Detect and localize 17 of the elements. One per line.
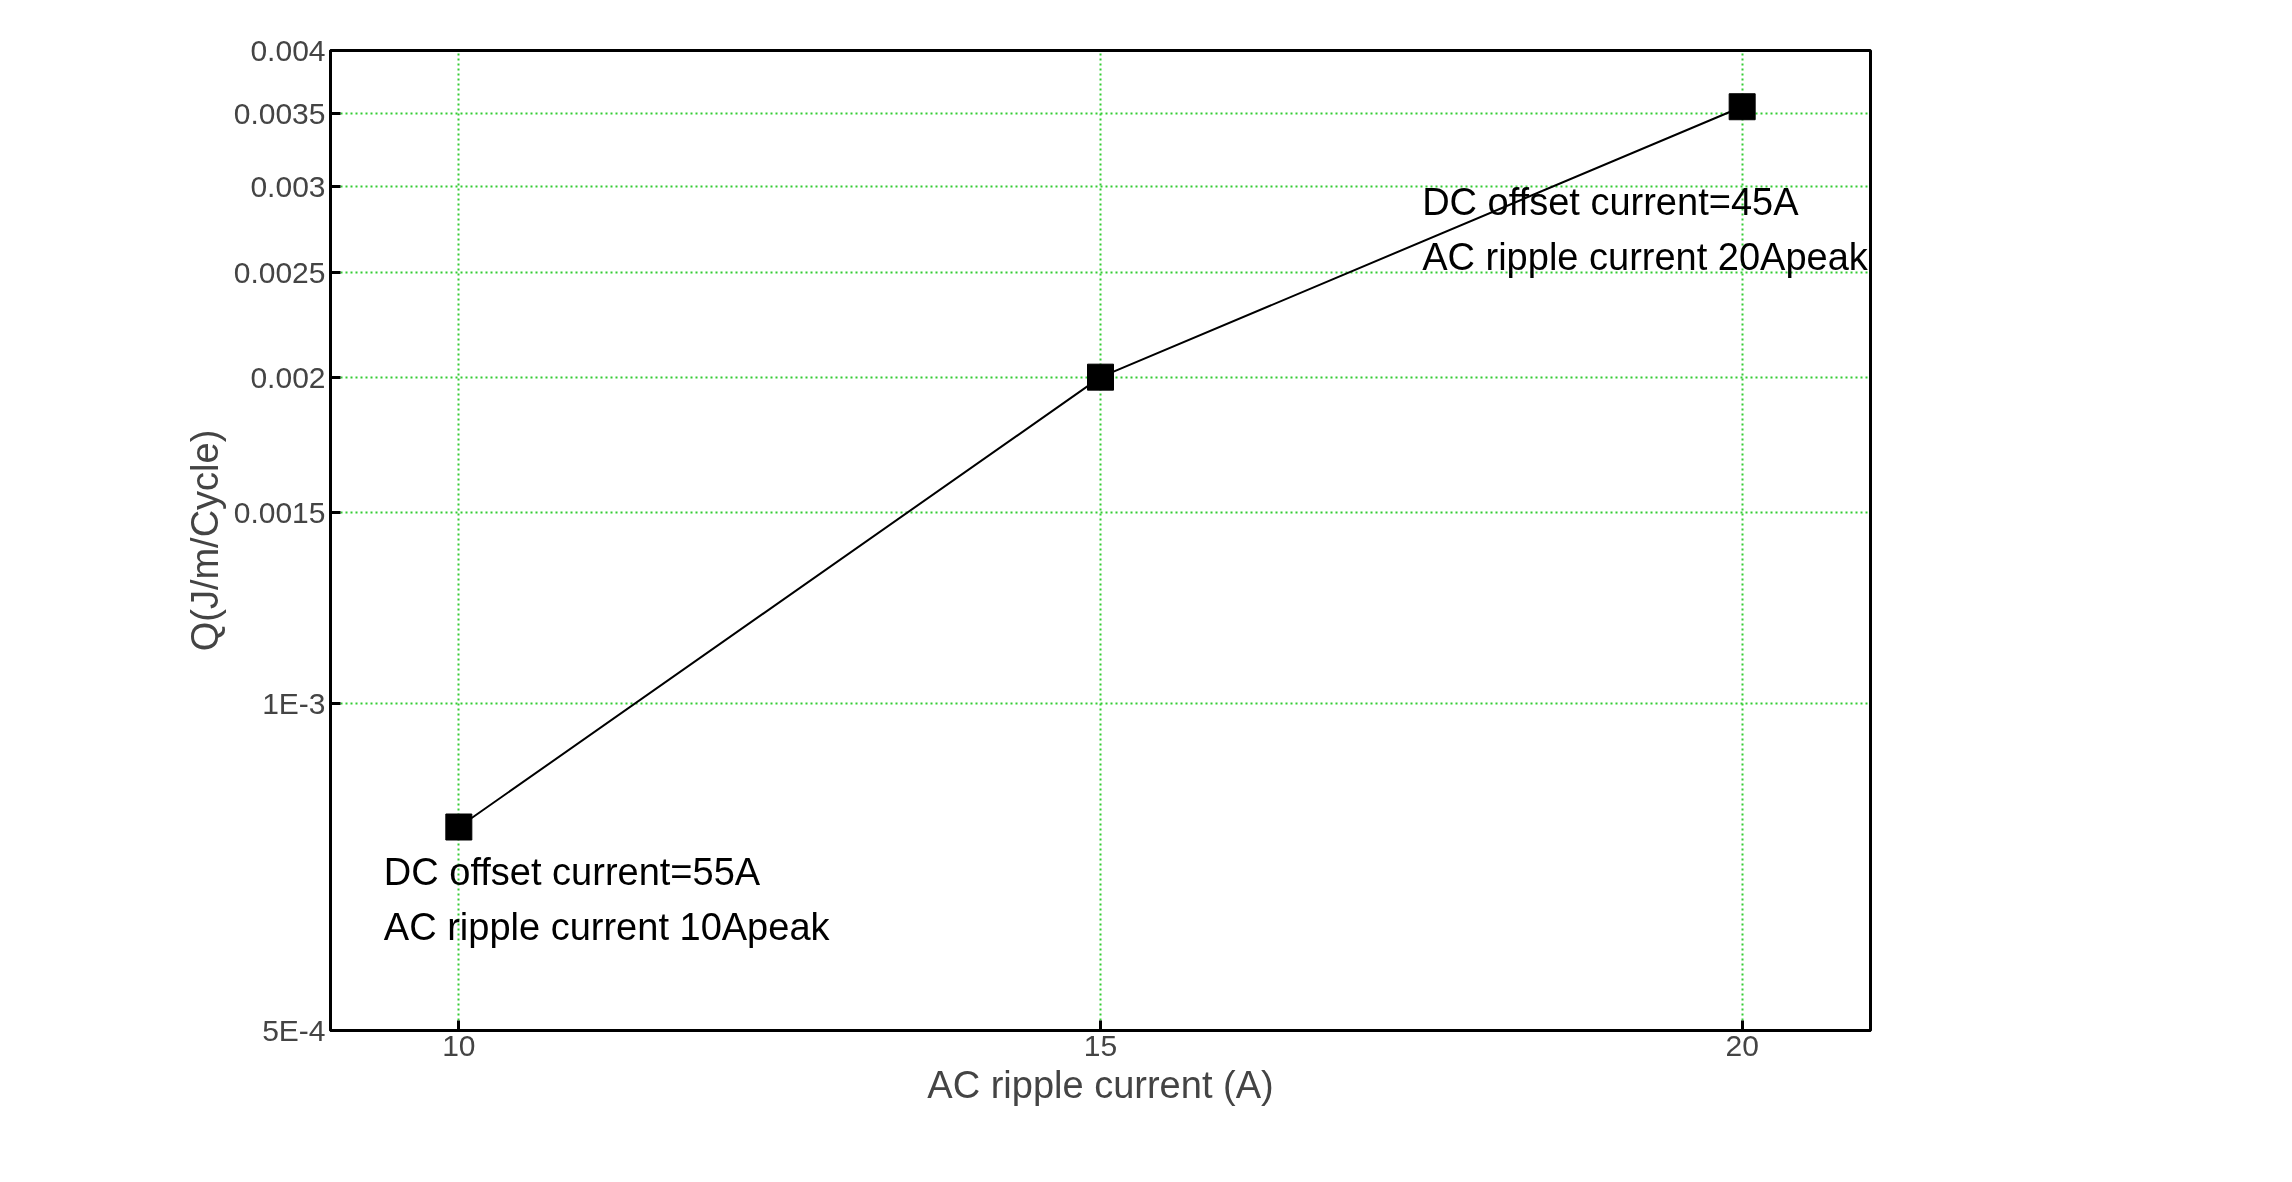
- x-tick-label: 20: [1725, 1028, 1759, 1062]
- point: [1728, 93, 1756, 121]
- y-tick-label: 0.003: [250, 169, 326, 203]
- y-axis-title: Q(J/m/Cycle): [183, 429, 226, 652]
- point: [445, 813, 473, 841]
- x-tick-label: 10: [442, 1028, 476, 1062]
- annotation: DC offset current=55A AC ripple current 10Apeak: [383, 851, 831, 949]
- y-tick-label: 1E-3: [262, 687, 326, 721]
- y-tick-label: 0.0025: [233, 255, 326, 289]
- y-tick-label: 0.0035: [233, 96, 326, 130]
- point: [1087, 363, 1114, 391]
- y-tick-label: 0.004: [250, 34, 326, 67]
- x-tick-label: 15: [1083, 1028, 1118, 1062]
- y-tick-label: 5E-4: [262, 1014, 326, 1047]
- x-axis-title: AC ripple current (A): [927, 1063, 1274, 1106]
- y-tick-label: 0.002: [250, 360, 326, 394]
- y-tick-label: 0.0015: [233, 496, 326, 530]
